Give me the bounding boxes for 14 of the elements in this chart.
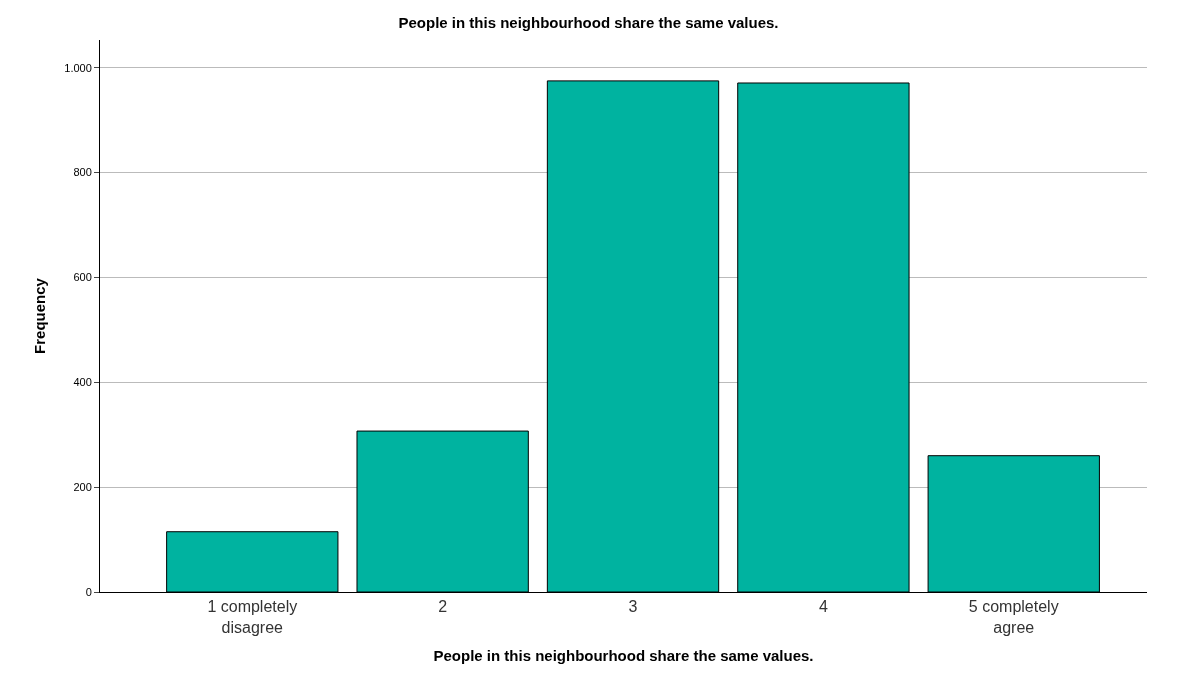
y-tick-label: 1.000: [64, 61, 92, 74]
x-tick-label: 1 completely disagree: [207, 598, 298, 636]
y-tick-label: 400: [73, 376, 92, 389]
y-tick-label: 600: [73, 271, 92, 284]
x-tick-label: 5 completely agree: [968, 598, 1059, 636]
x-tick-label: 4: [818, 598, 828, 616]
x-tick-label: 2: [438, 598, 448, 616]
chart-title: People in this neighbourhood share the same values.: [398, 13, 779, 31]
x-axis-title: People in this neighbourhood share the same values.: [433, 647, 814, 664]
x-tick-label: 3: [628, 598, 638, 616]
y-tick-label: 0: [85, 585, 92, 598]
y-tick-label: 800: [73, 166, 92, 179]
y-axis-title: Frequency: [30, 277, 48, 354]
y-tick-label: 200: [73, 481, 92, 494]
